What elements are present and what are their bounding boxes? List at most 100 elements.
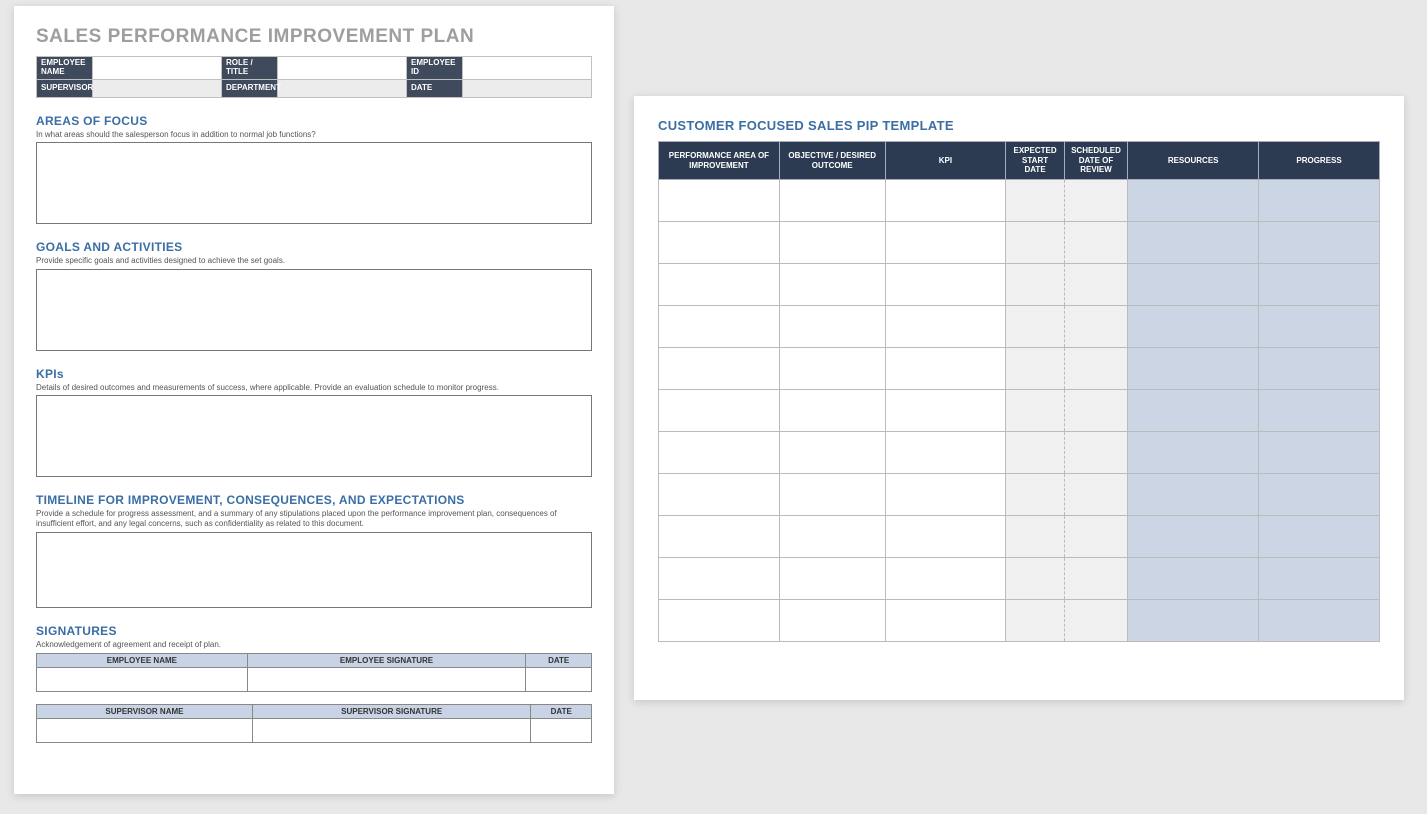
grid-cell[interactable] [1064, 306, 1127, 348]
grid-cell[interactable] [659, 390, 780, 432]
grid-cell[interactable] [1128, 348, 1259, 390]
grid-cell[interactable] [1128, 390, 1259, 432]
grid-cell[interactable] [779, 306, 885, 348]
grid-cell[interactable] [779, 390, 885, 432]
grid-cell[interactable] [779, 474, 885, 516]
areas-of-focus-input[interactable] [36, 142, 592, 224]
grid-cell[interactable] [885, 600, 1006, 642]
grid-cell[interactable] [1259, 180, 1380, 222]
grid-cell[interactable] [1128, 516, 1259, 558]
grid-cell[interactable] [779, 432, 885, 474]
section-head: KPIs [36, 367, 592, 381]
table-row [659, 306, 1380, 348]
grid-cell[interactable] [1128, 558, 1259, 600]
sig-header: EMPLOYEE SIGNATURE [247, 654, 526, 668]
grid-cell[interactable] [659, 432, 780, 474]
grid-cell[interactable] [1006, 306, 1064, 348]
grid-cell[interactable] [1006, 516, 1064, 558]
grid-cell[interactable] [659, 222, 780, 264]
grid-cell[interactable] [659, 180, 780, 222]
grid-cell[interactable] [1259, 558, 1380, 600]
sig-cell[interactable] [531, 719, 592, 743]
grid-cell[interactable] [885, 474, 1006, 516]
grid-cell[interactable] [1006, 180, 1064, 222]
timeline-input[interactable] [36, 532, 592, 608]
grid-cell[interactable] [659, 306, 780, 348]
grid-cell[interactable] [1006, 558, 1064, 600]
grid-cell[interactable] [1128, 222, 1259, 264]
grid-cell[interactable] [1064, 180, 1127, 222]
grid-cell[interactable] [1259, 474, 1380, 516]
grid-cell[interactable] [1259, 432, 1380, 474]
grid-cell[interactable] [1128, 306, 1259, 348]
grid-cell[interactable] [1064, 222, 1127, 264]
grid-cell[interactable] [659, 558, 780, 600]
grid-cell[interactable] [659, 348, 780, 390]
grid-cell[interactable] [885, 516, 1006, 558]
grid-cell[interactable] [1128, 474, 1259, 516]
grid-header: RESOURCES [1128, 142, 1259, 180]
grid-cell[interactable] [1128, 432, 1259, 474]
grid-cell[interactable] [779, 600, 885, 642]
info-value[interactable] [278, 57, 407, 80]
info-value[interactable] [93, 57, 222, 80]
grid-cell[interactable] [659, 264, 780, 306]
grid-cell[interactable] [1006, 264, 1064, 306]
grid-cell[interactable] [1064, 432, 1127, 474]
grid-cell[interactable] [1064, 348, 1127, 390]
sig-cell[interactable] [37, 668, 248, 692]
grid-cell[interactable] [1064, 264, 1127, 306]
grid-cell[interactable] [1006, 474, 1064, 516]
grid-cell[interactable] [1259, 516, 1380, 558]
grid-cell[interactable] [779, 348, 885, 390]
grid-cell[interactable] [659, 600, 780, 642]
grid-cell[interactable] [1259, 390, 1380, 432]
grid-cell[interactable] [1006, 600, 1064, 642]
grid-cell[interactable] [1006, 390, 1064, 432]
grid-cell[interactable] [1128, 180, 1259, 222]
grid-cell[interactable] [779, 222, 885, 264]
grid-cell[interactable] [659, 474, 780, 516]
grid-cell[interactable] [779, 264, 885, 306]
grid-cell[interactable] [885, 348, 1006, 390]
grid-cell[interactable] [1259, 222, 1380, 264]
grid-cell[interactable] [779, 180, 885, 222]
goals-input[interactable] [36, 269, 592, 351]
grid-cell[interactable] [1064, 558, 1127, 600]
grid-cell[interactable] [1259, 600, 1380, 642]
grid-cell[interactable] [1064, 390, 1127, 432]
grid-cell[interactable] [659, 516, 780, 558]
grid-cell[interactable] [779, 558, 885, 600]
grid-cell[interactable] [1128, 264, 1259, 306]
sig-cell[interactable] [247, 668, 526, 692]
grid-cell[interactable] [1006, 222, 1064, 264]
grid-cell[interactable] [1064, 516, 1127, 558]
kpis-input[interactable] [36, 395, 592, 477]
table-row [659, 390, 1380, 432]
grid-cell[interactable] [1064, 474, 1127, 516]
grid-cell[interactable] [885, 306, 1006, 348]
info-value[interactable] [463, 79, 592, 97]
grid-cell[interactable] [1259, 306, 1380, 348]
grid-cell[interactable] [885, 558, 1006, 600]
info-value[interactable] [463, 57, 592, 80]
info-value[interactable] [93, 79, 222, 97]
grid-cell[interactable] [885, 180, 1006, 222]
grid-cell[interactable] [885, 432, 1006, 474]
grid-cell[interactable] [1006, 432, 1064, 474]
info-value[interactable] [278, 79, 407, 97]
sig-cell[interactable] [37, 719, 253, 743]
grid-cell[interactable] [1064, 600, 1127, 642]
grid-cell[interactable] [885, 390, 1006, 432]
sig-cell[interactable] [526, 668, 592, 692]
grid-cell[interactable] [779, 516, 885, 558]
grid-cell[interactable] [1259, 348, 1380, 390]
table-row [659, 474, 1380, 516]
grid-cell[interactable] [1006, 348, 1064, 390]
grid-cell[interactable] [885, 264, 1006, 306]
info-label: ROLE / TITLE [222, 57, 278, 80]
grid-cell[interactable] [1259, 264, 1380, 306]
sig-cell[interactable] [252, 719, 531, 743]
grid-cell[interactable] [1128, 600, 1259, 642]
grid-cell[interactable] [885, 222, 1006, 264]
